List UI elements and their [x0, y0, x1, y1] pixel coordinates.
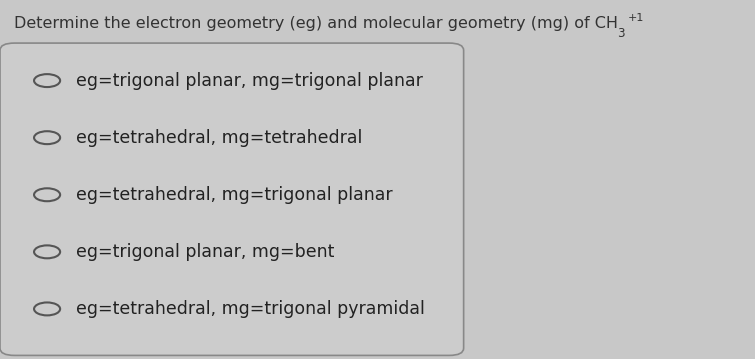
Text: +1: +1: [627, 13, 644, 23]
Text: eg=tetrahedral, mg=trigonal planar: eg=tetrahedral, mg=trigonal planar: [76, 186, 393, 204]
Text: eg=tetrahedral, mg=trigonal pyramidal: eg=tetrahedral, mg=trigonal pyramidal: [76, 300, 425, 318]
FancyBboxPatch shape: [0, 43, 464, 355]
Text: eg=trigonal planar, mg=bent: eg=trigonal planar, mg=bent: [76, 243, 334, 261]
Text: eg=tetrahedral, mg=tetrahedral: eg=tetrahedral, mg=tetrahedral: [76, 129, 362, 147]
Text: eg=trigonal planar, mg=trigonal planar: eg=trigonal planar, mg=trigonal planar: [76, 71, 423, 90]
Text: 3: 3: [617, 27, 625, 40]
Text: Determine the electron geometry (eg) and molecular geometry (mg) of CH: Determine the electron geometry (eg) and…: [14, 16, 618, 31]
